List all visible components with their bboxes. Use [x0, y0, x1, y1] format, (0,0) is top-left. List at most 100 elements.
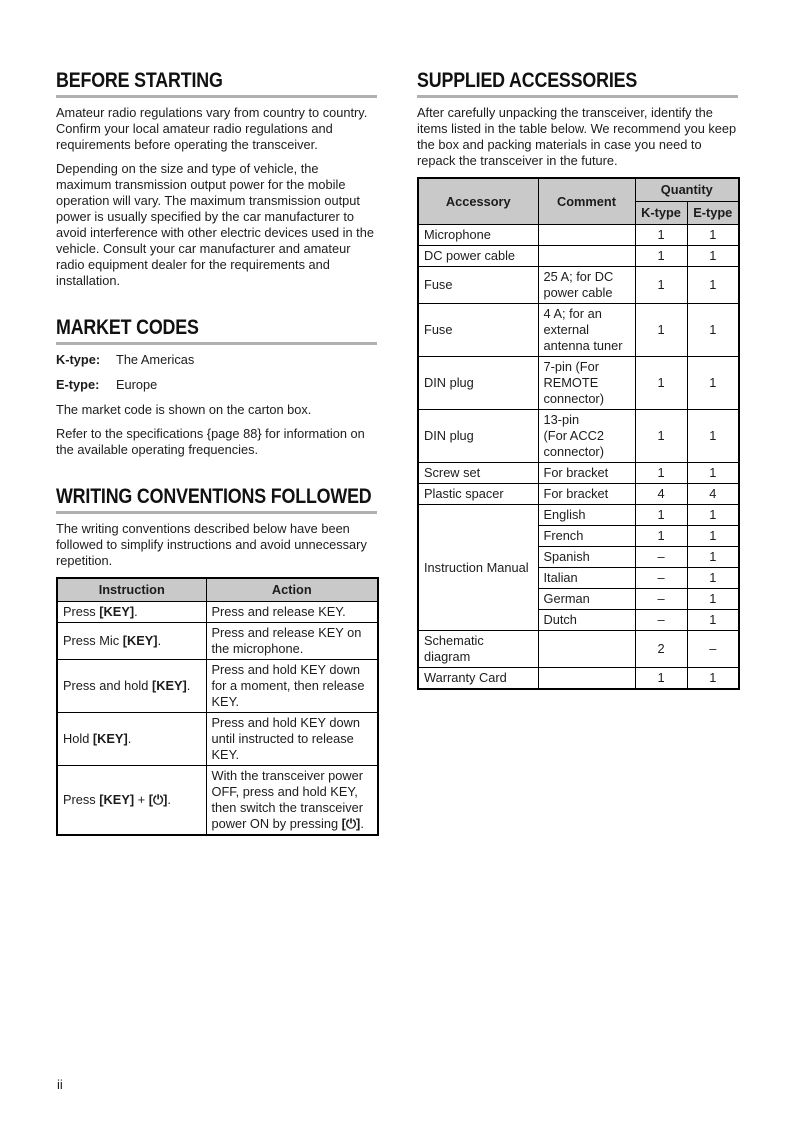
k-type-qty-cell: – [634, 546, 688, 568]
table-row: Microphone 1 1 [417, 224, 740, 246]
page-number: ii [57, 1077, 63, 1092]
k-type-qty-cell: 1 [634, 462, 688, 484]
market-code-e-line: E-type: Europe [56, 377, 377, 393]
e-type-qty-cell: 1 [686, 266, 740, 304]
accessory-cell: Schematic diagram [417, 630, 539, 668]
e-type-qty-cell: 1 [686, 546, 740, 568]
accessory-cell: DIN plug [417, 356, 539, 410]
before-starting-heading-rule: BEFORE STARTING [56, 70, 377, 98]
market-codes-heading-rule: MARKET CODES [56, 317, 377, 345]
k-type-qty-cell: 1 [634, 356, 688, 410]
accessory-cell: Plastic spacer [417, 483, 539, 505]
table-row: Instruction Manual English 1 1 [417, 504, 740, 631]
accessory-cell: Microphone [417, 224, 539, 246]
action-cell: Press and hold KEY down until instructed… [205, 712, 379, 766]
action-cell: Press and release KEY on the microphone. [205, 622, 379, 660]
k-type-qty-cell: 1 [634, 224, 688, 246]
supplied-accessories-heading-rule: SUPPLIED ACCESSORIES [417, 70, 738, 98]
e-type-qty-cell: 1 [686, 567, 740, 589]
section-writing-conventions: WRITING CONVENTIONS FOLLOWED The writing… [56, 486, 379, 836]
instruction-cell: Hold [KEY]. [56, 712, 207, 766]
comment-cell: Spanish [537, 546, 636, 568]
comment-cell: For bracket [537, 462, 636, 484]
market-codes-heading: MARKET CODES [56, 316, 199, 339]
market-code-e-value: Europe [116, 377, 158, 392]
table-row: DIN plug 13-pin (For ACC2 connector) 1 1 [417, 409, 740, 463]
supplied-accessories-heading: SUPPLIED ACCESSORIES [417, 69, 638, 92]
instruction-cell: Press [KEY] + [⏻]. [56, 765, 207, 836]
table-row: Press [KEY]. Press and release KEY. [56, 601, 379, 623]
table-row: Schematic diagram 2 – [417, 630, 740, 668]
k-type-qty-cell: – [634, 588, 688, 610]
comment-cell [537, 224, 636, 246]
left-column: BEFORE STARTING Amateur radio regulation… [56, 70, 379, 864]
column-header-k-type: K-type [634, 201, 688, 225]
table-row: French 1 1 [418, 525, 740, 547]
k-type-qty-cell: 1 [634, 525, 688, 547]
before-starting-paragraph-2: Depending on the size and type of vehicl… [56, 161, 374, 288]
k-type-qty-cell: – [634, 567, 688, 589]
action-cell: Press and hold KEY down for a moment, th… [205, 659, 379, 713]
writing-conventions-table: Instruction Action Press [KEY]. Press an… [56, 577, 379, 836]
table-row: Dutch – 1 [418, 609, 740, 631]
k-type-qty-cell: 1 [634, 303, 688, 357]
accessory-cell: DC power cable [417, 245, 539, 267]
accessory-cell: Instruction Manual [417, 504, 539, 631]
table-row: DIN plug 7-pin (For REMOTE connector) 1 … [417, 356, 740, 410]
market-codes-note-2: Refer to the specifications {page 88} fo… [56, 426, 365, 457]
right-column: SUPPLIED ACCESSORIES After carefully unp… [417, 70, 740, 718]
instruction-cell: Press [KEY]. [56, 601, 207, 623]
comment-cell [537, 245, 636, 267]
action-cell: Press and release KEY. [205, 601, 379, 623]
comment-cell: 7-pin (For REMOTE connector) [537, 356, 636, 410]
table-row: Fuse 4 A; for an external antenna tuner … [417, 303, 740, 357]
market-code-k-value: The Americas [116, 352, 195, 367]
table-row: Plastic spacer For bracket 4 4 [417, 483, 740, 505]
before-starting-paragraph-1: Amateur radio regulations vary from coun… [56, 105, 368, 152]
e-type-qty-cell: – [686, 630, 740, 668]
market-codes-note-1: The market code is shown on the carton b… [56, 402, 312, 417]
column-header-comment: Comment [537, 177, 636, 225]
before-starting-heading: BEFORE STARTING [56, 69, 223, 92]
instruction-cell: Press Mic [KEY]. [56, 622, 207, 660]
section-market-codes: MARKET CODES K-type: The Americas E-type:… [56, 317, 377, 458]
table-row: Spanish – 1 [418, 546, 740, 568]
e-type-qty-cell: 1 [686, 504, 740, 526]
comment-cell: German [537, 588, 636, 610]
accessory-cell: Warranty Card [417, 667, 539, 690]
e-type-qty-cell: 1 [686, 525, 740, 547]
e-type-qty-cell: 1 [686, 609, 740, 631]
comment-cell: For bracket [537, 483, 636, 505]
table-row: Warranty Card 1 1 [417, 667, 740, 690]
comment-cell: 13-pin (For ACC2 connector) [537, 409, 636, 463]
column-header-instruction: Instruction [56, 577, 207, 602]
column-header-action: Action [205, 577, 379, 602]
supplied-accessories-table: Accessory Comment Quantity K-type E-type… [417, 177, 740, 690]
accessory-cell: DIN plug [417, 409, 539, 463]
market-code-k-label: K-type: [56, 352, 101, 367]
e-type-qty-cell: 1 [686, 356, 740, 410]
e-type-qty-cell: 1 [686, 245, 740, 267]
comment-cell: 4 A; for an external antenna tuner [537, 303, 636, 357]
section-before-starting: BEFORE STARTING Amateur radio regulation… [56, 70, 377, 289]
writing-conventions-heading-rule: WRITING CONVENTIONS FOLLOWED [56, 486, 377, 514]
accessory-cell: Fuse [417, 266, 539, 304]
column-header-accessory: Accessory [417, 177, 539, 225]
comment-cell: Dutch [537, 609, 636, 631]
comment-cell: 25 A; for DC power cable [537, 266, 636, 304]
table-row: Press and hold [KEY]. Press and hold KEY… [56, 659, 379, 713]
column-header-e-type: E-type [686, 201, 740, 225]
k-type-qty-cell: 2 [634, 630, 688, 668]
e-type-qty-cell: 1 [686, 667, 740, 690]
comment-cell [537, 630, 636, 668]
e-type-qty-cell: 1 [686, 409, 740, 463]
comment-cell [537, 667, 636, 690]
action-cell: With the transceiver power OFF, press an… [205, 765, 379, 836]
k-type-qty-cell: 1 [634, 409, 688, 463]
k-type-qty-cell: 1 [634, 504, 688, 526]
e-type-qty-cell: 1 [686, 588, 740, 610]
e-type-qty-cell: 1 [686, 462, 740, 484]
market-code-k-line: K-type: The Americas [56, 352, 377, 368]
table-row: Hold [KEY]. Press and hold KEY down unti… [56, 712, 379, 766]
